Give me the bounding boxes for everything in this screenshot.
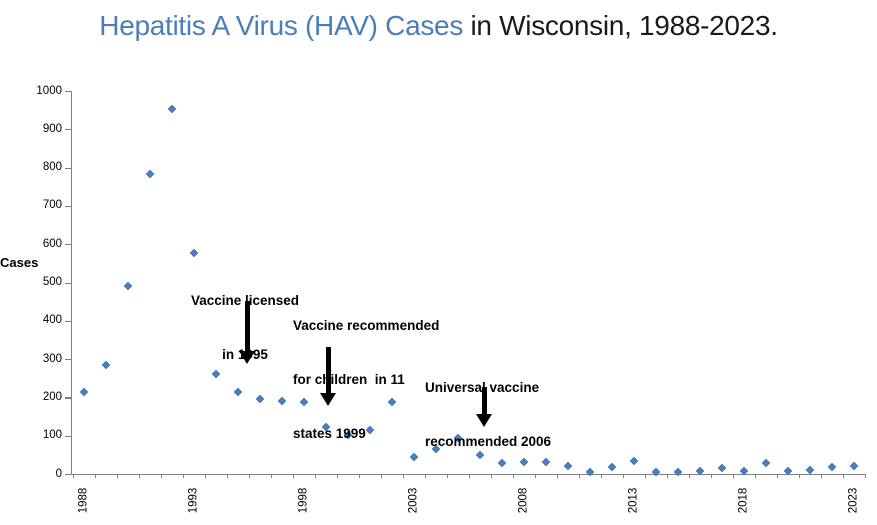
chart-title-rest: in Wisconsin, 1988-2023.	[463, 10, 779, 41]
x-tick	[293, 474, 295, 478]
x-tick	[799, 474, 801, 478]
x-tick	[139, 474, 141, 478]
x-tick	[865, 474, 867, 478]
y-tick-label: 0	[55, 467, 62, 480]
x-tick	[491, 474, 493, 478]
x-tick	[645, 474, 647, 478]
annotation-arrow-head	[239, 351, 255, 364]
x-tick	[557, 474, 559, 478]
x-tick	[513, 474, 515, 478]
y-tick-label: 900	[42, 122, 62, 135]
y-tick	[65, 474, 71, 476]
y-tick	[65, 397, 71, 399]
annotation-arrow-head	[476, 414, 492, 427]
data-point-1988	[79, 388, 89, 397]
x-tick	[755, 474, 757, 478]
x-tick-label: 2013	[627, 487, 640, 514]
data-point-1990	[123, 282, 133, 291]
x-tick	[271, 474, 273, 478]
x-tick	[777, 474, 779, 478]
x-tick	[623, 474, 625, 478]
y-tick	[65, 320, 71, 322]
x-tick	[227, 474, 229, 478]
y-tick	[65, 435, 71, 437]
annotation-arrow-line	[245, 301, 250, 351]
chart-title: Hepatitis A Virus (HAV) Cases in Wiscons…	[0, 10, 877, 42]
y-tick	[65, 167, 71, 169]
annotation-arrow-line	[482, 387, 487, 414]
annotation-line: recommended 2006	[425, 434, 552, 449]
x-tick	[447, 474, 449, 478]
data-point-2017	[717, 463, 727, 473]
x-tick	[359, 474, 361, 478]
x-tick	[601, 474, 603, 478]
x-tick	[117, 474, 119, 478]
x-tick	[469, 474, 471, 478]
annotation-line: Vaccine recommended	[293, 318, 440, 333]
data-point-2023	[849, 462, 859, 471]
chart-title-highlight: Hepatitis A Virus (HAV) Cases	[99, 10, 464, 41]
y-tick-label: 500	[42, 276, 62, 288]
x-tick	[183, 474, 185, 478]
x-tick	[381, 474, 383, 478]
data-point-1991	[145, 170, 155, 179]
x-tick	[403, 474, 405, 478]
y-tick-label: 600	[42, 237, 62, 250]
x-tick	[821, 474, 823, 478]
x-tick-label: 1988	[77, 487, 90, 514]
annotation-line: Vaccine licensed	[190, 293, 300, 308]
x-tick-label: 1998	[297, 487, 310, 514]
annotation-arrow-line	[326, 347, 331, 393]
data-point-1989	[101, 360, 111, 370]
x-tick	[579, 474, 581, 478]
x-axis-line	[71, 474, 866, 476]
y-tick-label: 100	[42, 429, 62, 442]
x-tick	[733, 474, 735, 478]
x-tick	[425, 474, 427, 478]
x-tick	[535, 474, 537, 478]
x-tick	[315, 474, 317, 478]
data-point-2012	[607, 463, 617, 472]
y-tick-label: 300	[42, 352, 62, 365]
data-point-2022	[827, 462, 837, 471]
x-tick	[161, 474, 163, 478]
y-tick-label: 200	[42, 390, 62, 403]
y-axis-title: Cases	[0, 255, 39, 270]
annotation-universal-vaccine-2006: Universal vaccine recommended 2006	[425, 343, 585, 487]
x-tick	[711, 474, 713, 478]
y-tick	[65, 244, 71, 246]
y-tick-label: 800	[42, 161, 62, 174]
x-tick-label: 2003	[407, 487, 420, 514]
x-tick-label: 1993	[187, 487, 200, 514]
x-tick	[337, 474, 339, 478]
data-point-2021	[805, 465, 815, 475]
y-tick	[65, 91, 71, 93]
x-tick-label: 2018	[737, 487, 750, 514]
data-point-1992	[167, 105, 177, 114]
x-tick	[95, 474, 97, 478]
data-point-2019	[761, 458, 771, 468]
y-axis-line	[71, 91, 73, 474]
annotation-line: states 1999	[293, 426, 366, 441]
x-tick	[205, 474, 207, 478]
annotation-arrow-head	[320, 393, 336, 406]
y-tick	[65, 205, 71, 208]
x-tick-label: 2023	[847, 487, 860, 514]
x-tick-label: 2008	[517, 487, 530, 514]
data-point-2013	[629, 456, 639, 466]
y-tick-label: 700	[42, 199, 62, 212]
annotation-vaccine-recommended-1999: Vaccine recommended for children in 11 s…	[293, 281, 478, 479]
annotation-line: Universal vaccine	[425, 380, 540, 395]
x-tick	[689, 474, 691, 478]
y-tick-label: 400	[42, 314, 62, 327]
y-tick	[65, 359, 71, 361]
y-tick	[65, 282, 71, 284]
x-tick	[843, 474, 845, 478]
x-tick	[667, 474, 669, 478]
y-tick-label: 1000	[36, 84, 62, 97]
x-tick	[73, 474, 75, 478]
x-tick	[249, 474, 251, 478]
y-tick	[65, 129, 71, 131]
